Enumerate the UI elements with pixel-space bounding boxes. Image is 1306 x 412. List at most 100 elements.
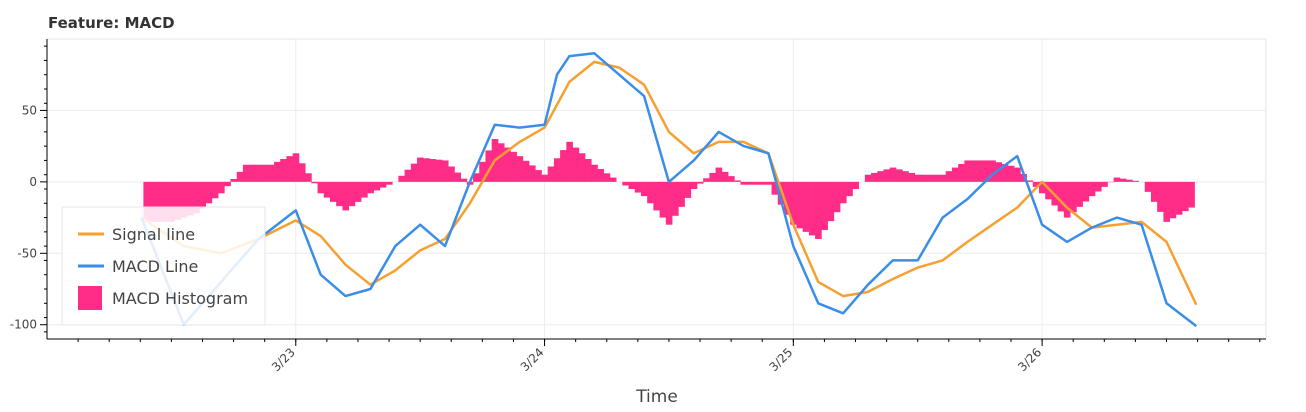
histogram-bar [622, 181, 629, 186]
histogram-bar [628, 181, 636, 189]
histogram-bar [348, 181, 356, 207]
histogram-bar [261, 164, 269, 182]
histogram-bar [155, 181, 163, 222]
histogram-bar [783, 181, 791, 215]
histogram-bar [541, 174, 549, 182]
signal-line [140, 60, 1198, 306]
histogram-bar [852, 181, 860, 189]
histogram-bar [199, 181, 206, 209]
histogram-bar [752, 181, 760, 185]
histogram-bar [354, 181, 362, 202]
histogram-bar [249, 164, 256, 182]
histogram-bar [958, 164, 965, 182]
histogram-bar [696, 181, 704, 184]
histogram-bar [379, 181, 387, 188]
histogram-bar [734, 180, 741, 182]
histogram-series [143, 139, 1195, 239]
histogram-bar [1188, 181, 1195, 208]
histogram-bar [1076, 181, 1083, 207]
histogram-bar [927, 174, 934, 182]
legend: Signal line MACD Line MACD Histogram [61, 206, 266, 326]
line-series [140, 52, 1198, 328]
histogram-bar [821, 181, 828, 231]
histogram-bar [460, 178, 468, 182]
histogram-bar [336, 181, 343, 207]
histogram-bar [746, 181, 754, 185]
histogram-bar [504, 147, 511, 182]
histogram-bar [933, 174, 940, 182]
histogram-bar [168, 181, 175, 222]
histogram-bar [267, 164, 275, 182]
histogram-bar [417, 157, 424, 182]
legend-macd-label: MACD Line [112, 257, 198, 276]
histogram-bar [1101, 181, 1108, 187]
histogram-bar [1045, 181, 1052, 200]
histogram-bar [939, 174, 947, 182]
histogram-bar [871, 172, 878, 182]
histogram-bar [827, 181, 835, 222]
histogram-bar [790, 181, 797, 225]
y-tick-label: 50 [22, 103, 37, 117]
histogram-bar [808, 181, 816, 236]
histogram-bar [883, 169, 891, 182]
histogram-bar [846, 181, 853, 197]
histogram-bar [597, 169, 605, 182]
histogram-bar [286, 156, 294, 182]
y-tick-label: 0 [29, 175, 37, 189]
legend-hist-swatch [78, 286, 102, 310]
histogram-bar [721, 171, 729, 182]
histogram-bar [1026, 180, 1034, 182]
histogram-bar [448, 166, 455, 182]
histogram-bar [473, 173, 480, 182]
histogram-bar [1150, 181, 1158, 202]
x-axis-label: Time [635, 387, 678, 407]
histogram-bar [945, 171, 953, 182]
histogram-bar [815, 181, 822, 239]
histogram-bar [435, 159, 443, 182]
histogram-bar [510, 151, 517, 182]
histogram-bar [522, 160, 530, 182]
histogram-bar [1132, 180, 1139, 182]
histogram-bar [305, 173, 312, 182]
histogram-bar [535, 170, 542, 182]
histogram-bar [665, 181, 673, 225]
histogram-bar [236, 171, 244, 182]
histogram-bar [162, 181, 169, 222]
histogram-bar [1020, 174, 1027, 182]
histogram-bar [1088, 181, 1096, 197]
histogram-bar [964, 160, 971, 182]
histogram-bar [895, 169, 903, 182]
histogram-bar [640, 181, 648, 197]
histogram-bar [690, 181, 698, 189]
histogram-bar [1157, 181, 1164, 212]
histogram-bar [1094, 181, 1102, 192]
histogram-bar [1007, 165, 1015, 182]
histogram-bar [186, 181, 194, 216]
histogram-bar [1144, 181, 1152, 192]
histogram-bar [255, 164, 262, 182]
histogram-bar [323, 181, 331, 198]
histogram-bar [342, 181, 350, 211]
histogram-bar [1063, 181, 1071, 218]
histogram-bar [1175, 181, 1183, 215]
histogram-bar [398, 175, 406, 182]
x-tick-label: 3/23 [269, 345, 298, 374]
histogram-bar [404, 169, 412, 182]
histogram-bar [329, 181, 337, 202]
histogram-bar [715, 167, 723, 182]
histogram-bar [1082, 181, 1090, 202]
histogram-bar [292, 153, 300, 182]
x-tick-label: 3/25 [766, 345, 795, 374]
histogram-bar [516, 156, 524, 182]
histogram-bar [989, 160, 996, 182]
histogram-bar [983, 160, 990, 182]
histogram-bar [317, 181, 325, 194]
histogram-bar [839, 181, 847, 204]
histogram-bar [410, 163, 418, 182]
histogram-bar [497, 143, 505, 182]
histogram-bar [908, 172, 916, 182]
histogram-bar [1182, 181, 1189, 212]
histogram-bar [902, 171, 909, 182]
macd-line [140, 52, 1198, 328]
histogram-bar [672, 181, 679, 216]
